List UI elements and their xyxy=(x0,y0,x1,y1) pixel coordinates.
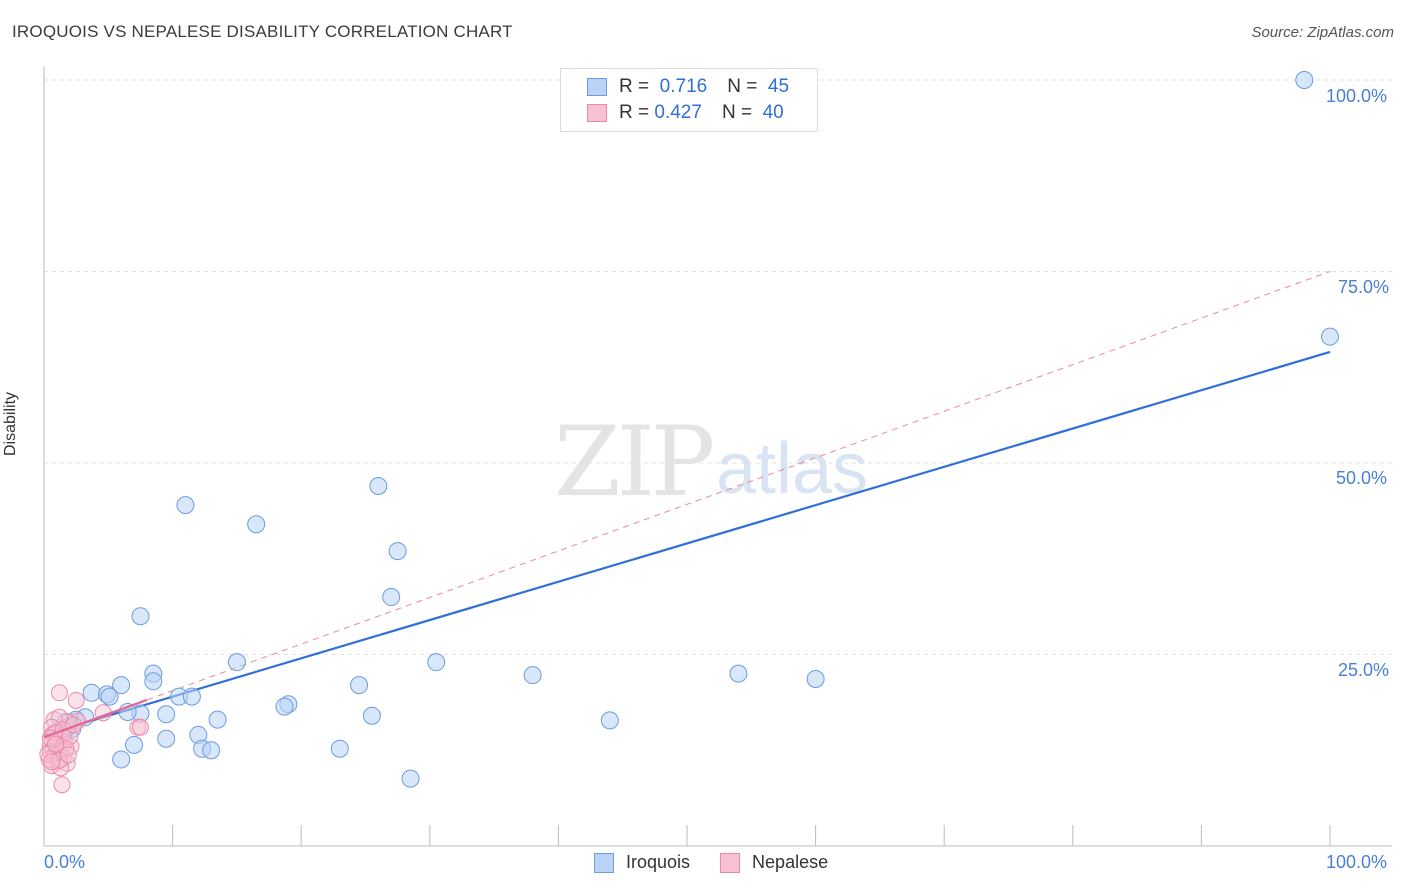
legend-r-value-nepalese: 0.427 xyxy=(654,102,702,123)
point-iroquois-24 xyxy=(362,706,381,725)
y-tick-label-75: 75.0% xyxy=(1338,277,1390,297)
point-iroquois-26 xyxy=(157,705,176,724)
legend-n-label: N = xyxy=(721,102,753,123)
point-iroquois-36 xyxy=(330,739,349,758)
correlation-legend: R = 0.716 N = 45 R = 0.427 N = 40 xyxy=(560,68,818,132)
watermark-atlas: atlas xyxy=(716,429,869,509)
legend-row-iroquois: R = 0.716 N = 45 xyxy=(587,75,789,99)
series-legend-swatch-iroquois xyxy=(594,852,614,873)
point-iroquois-35 xyxy=(202,741,221,760)
point-iroquois-10 xyxy=(427,653,446,672)
watermark-zip: ZIP xyxy=(554,406,715,518)
point-iroquois-8 xyxy=(227,653,246,672)
point-iroquois-12 xyxy=(729,664,748,683)
point-iroquois-38 xyxy=(401,769,420,788)
point-iroquois-13 xyxy=(806,670,825,689)
legend-r-label: R = xyxy=(619,76,650,97)
y-tick-label-100: 100.0% xyxy=(1326,86,1388,106)
point-iroquois-3 xyxy=(247,515,266,534)
point-nepalese-3 xyxy=(131,718,149,736)
series-legend-nepalese: Nepalese xyxy=(720,852,828,873)
series-legend: Iroquois Nepalese xyxy=(594,852,858,873)
series-legend-label-nepalese: Nepalese xyxy=(752,852,829,872)
legend-row-nepalese: R = 0.427 N = 40 xyxy=(587,101,784,125)
point-nepalese-35 xyxy=(53,776,71,794)
legend-n-label: N = xyxy=(727,76,758,97)
trendline-iroquois xyxy=(43,350,1331,736)
point-iroquois-6 xyxy=(382,588,401,607)
x-tick-label-0: 0.0% xyxy=(44,852,86,872)
point-iroquois-27 xyxy=(208,710,227,729)
point-nepalese-37 xyxy=(47,735,65,753)
point-iroquois-2 xyxy=(176,496,195,515)
legend-swatch-nepalese xyxy=(587,104,607,122)
point-iroquois-11 xyxy=(523,666,542,685)
series-legend-label-iroquois: Iroquois xyxy=(626,852,691,872)
legend-swatch-iroquois xyxy=(587,78,607,96)
point-nepalese-0 xyxy=(50,684,68,702)
point-iroquois-15 xyxy=(112,676,131,695)
point-iroquois-22 xyxy=(275,697,294,716)
trendline-nepalese-extended xyxy=(43,271,1331,738)
y-tick-label-25: 25.0% xyxy=(1338,660,1390,680)
legend-r-value-iroquois: 0.716 xyxy=(659,76,708,97)
point-iroquois-33 xyxy=(125,735,144,754)
y-tick-label-50: 50.0% xyxy=(1336,468,1388,488)
series-legend-iroquois: Iroquois xyxy=(594,852,690,873)
point-iroquois-37 xyxy=(112,750,131,769)
point-iroquois-5 xyxy=(388,542,407,561)
point-iroquois-18 xyxy=(100,687,119,706)
point-nepalese-1 xyxy=(67,691,85,709)
x-tick-label-100: 100.0% xyxy=(1326,852,1388,872)
chart-title: IROQUOIS VS NEPALESE DISABILITY CORRELAT… xyxy=(12,22,513,41)
legend-n-value-nepalese: 40 xyxy=(762,102,784,123)
point-nepalese-39 xyxy=(43,753,61,771)
legend-n-value-iroquois: 45 xyxy=(767,76,790,97)
point-iroquois-14 xyxy=(144,672,163,691)
point-iroquois-23 xyxy=(350,676,369,695)
series-legend-swatch-nepalese xyxy=(720,852,741,873)
source-label: Source: ZipAtlas.com xyxy=(1251,24,1394,41)
point-iroquois-16 xyxy=(82,683,101,702)
point-iroquois-1 xyxy=(1321,327,1339,346)
point-iroquois-4 xyxy=(369,476,388,495)
point-iroquois-32 xyxy=(157,729,176,748)
legend-r-label: R = xyxy=(619,102,650,123)
point-iroquois-0 xyxy=(1295,71,1314,89)
trendline-nepalese xyxy=(43,698,148,739)
point-iroquois-28 xyxy=(600,711,619,730)
point-iroquois-20 xyxy=(182,687,201,706)
point-nepalese-38 xyxy=(59,746,77,764)
point-iroquois-7 xyxy=(131,607,150,626)
